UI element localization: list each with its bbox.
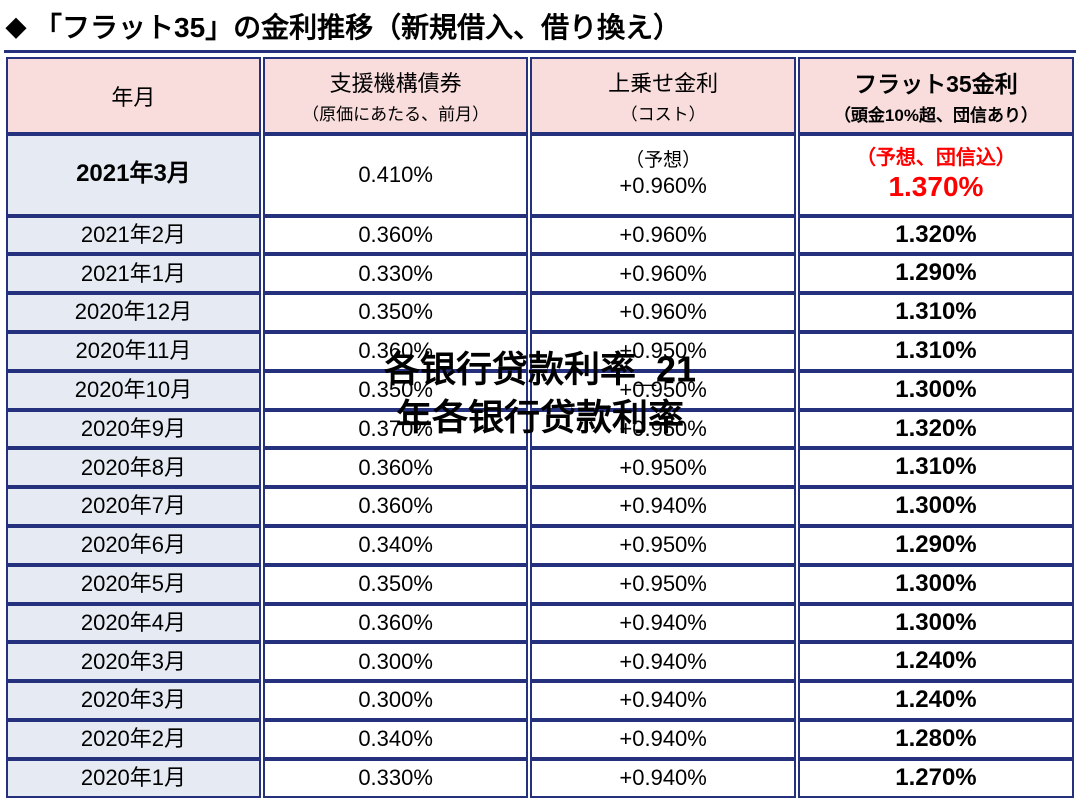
cell-bond: 0.300% <box>263 681 529 720</box>
col-bond: 支援機構債券 （原価にあたる、前月） <box>263 57 529 134</box>
cell-rate: 1.320% <box>798 410 1074 449</box>
table-row: 2021年1月0.330%+0.960%1.290% <box>6 254 1074 293</box>
cell-period: 2021年2月 <box>6 216 261 255</box>
cell-cost: +0.950% <box>530 332 796 371</box>
col-rate: フラット35金利 （頭金10%超、団信あり） <box>798 57 1074 134</box>
cell-rate: 1.290% <box>798 526 1074 565</box>
table-row: 2020年5月0.350%+0.950%1.300% <box>6 565 1074 604</box>
cell-bond: 0.330% <box>263 759 529 798</box>
cell-bond: 0.340% <box>263 720 529 759</box>
cell-bond: 0.360% <box>263 604 529 643</box>
cell-period: 2020年3月 <box>6 642 261 681</box>
cell-cost: +0.960% <box>530 254 796 293</box>
table-row: 2020年3月0.300%+0.940%1.240% <box>6 642 1074 681</box>
cell-rate: 1.300% <box>798 487 1074 526</box>
cell-bond: 0.350% <box>263 565 529 604</box>
table-row: 2020年12月0.350%+0.960%1.310% <box>6 293 1074 332</box>
header-row: 年月 支援機構債券 （原価にあたる、前月） 上乗せ金利 （コスト） フラット35… <box>6 57 1074 134</box>
cell-cost: （予想） +0.960% <box>530 134 796 216</box>
cell-rate: 1.300% <box>798 565 1074 604</box>
col-period: 年月 <box>6 57 261 134</box>
col-cost: 上乗せ金利 （コスト） <box>530 57 796 134</box>
table-row: 2020年3月0.300%+0.940%1.240% <box>6 681 1074 720</box>
cell-cost: +0.950% <box>530 526 796 565</box>
table-row: 2021年2月0.360%+0.960%1.320% <box>6 216 1074 255</box>
cell-cost: +0.940% <box>530 642 796 681</box>
table-row: 2020年6月0.340%+0.950%1.290% <box>6 526 1074 565</box>
cell-rate: 1.240% <box>798 642 1074 681</box>
table-row: 2020年2月0.340%+0.940%1.280% <box>6 720 1074 759</box>
cell-cost: +0.950% <box>530 371 796 410</box>
cell-period: 2020年12月 <box>6 293 261 332</box>
featured-row: 2021年3月 0.410% （予想） +0.960% （予想、団信込） 1.3… <box>6 134 1074 216</box>
cell-period: 2020年4月 <box>6 604 261 643</box>
cell-rate: 1.270% <box>798 759 1074 798</box>
cell-period: 2020年7月 <box>6 487 261 526</box>
cell-bond: 0.410% <box>263 134 529 216</box>
cell-period: 2020年9月 <box>6 410 261 449</box>
cell-rate: 1.320% <box>798 216 1074 255</box>
table-row: 2020年9月0.370%+0.950%1.320% <box>6 410 1074 449</box>
cell-bond: 0.300% <box>263 642 529 681</box>
cell-period: 2020年11月 <box>6 332 261 371</box>
cell-bond: 0.360% <box>263 216 529 255</box>
cell-period: 2020年3月 <box>6 681 261 720</box>
table-row: 2020年4月0.360%+0.940%1.300% <box>6 604 1074 643</box>
cell-period: 2021年3月 <box>6 134 261 216</box>
diamond-icon: ◆ <box>6 11 26 42</box>
cell-bond: 0.340% <box>263 526 529 565</box>
cell-rate: 1.290% <box>798 254 1074 293</box>
table-row: 2020年8月0.360%+0.950%1.310% <box>6 448 1074 487</box>
cell-period: 2020年10月 <box>6 371 261 410</box>
cell-rate: 1.280% <box>798 720 1074 759</box>
cell-cost: +0.960% <box>530 216 796 255</box>
cell-bond: 0.360% <box>263 487 529 526</box>
cell-period: 2020年1月 <box>6 759 261 798</box>
cell-rate: 1.310% <box>798 332 1074 371</box>
cell-rate: 1.310% <box>798 293 1074 332</box>
table-row: 2020年1月0.330%+0.940%1.270% <box>6 759 1074 798</box>
page-title: ◆ 「フラット35」の金利推移（新規借入、借り換え） <box>4 4 1076 53</box>
cell-cost: +0.940% <box>530 720 796 759</box>
cell-period: 2020年2月 <box>6 720 261 759</box>
cell-cost: +0.940% <box>530 487 796 526</box>
table-row: 2020年7月0.360%+0.940%1.300% <box>6 487 1074 526</box>
cell-rate: 1.240% <box>798 681 1074 720</box>
cell-bond: 0.350% <box>263 293 529 332</box>
cell-period: 2020年5月 <box>6 565 261 604</box>
cell-bond: 0.360% <box>263 448 529 487</box>
cell-period: 2020年8月 <box>6 448 261 487</box>
cell-period: 2021年1月 <box>6 254 261 293</box>
rate-table: 年月 支援機構債券 （原価にあたる、前月） 上乗せ金利 （コスト） フラット35… <box>4 53 1076 798</box>
table-row: 2020年10月0.350%+0.950%1.300% <box>6 371 1074 410</box>
cell-rate: 1.300% <box>798 604 1074 643</box>
table-row: 2020年11月0.360%+0.950%1.310% <box>6 332 1074 371</box>
cell-cost: +0.950% <box>530 448 796 487</box>
cell-bond: 0.360% <box>263 332 529 371</box>
cell-cost: +0.960% <box>530 293 796 332</box>
cell-period: 2020年6月 <box>6 526 261 565</box>
title-text: 「フラット35」の金利推移（新規借入、借り換え） <box>34 6 681 46</box>
cell-cost: +0.940% <box>530 604 796 643</box>
cell-cost: +0.940% <box>530 759 796 798</box>
cell-rate: 1.310% <box>798 448 1074 487</box>
cell-rate: （予想、団信込） 1.370% <box>798 134 1074 216</box>
cell-cost: +0.950% <box>530 410 796 449</box>
cell-bond: 0.350% <box>263 371 529 410</box>
cell-bond: 0.370% <box>263 410 529 449</box>
cell-bond: 0.330% <box>263 254 529 293</box>
cell-cost: +0.940% <box>530 681 796 720</box>
cell-rate: 1.300% <box>798 371 1074 410</box>
cell-cost: +0.950% <box>530 565 796 604</box>
